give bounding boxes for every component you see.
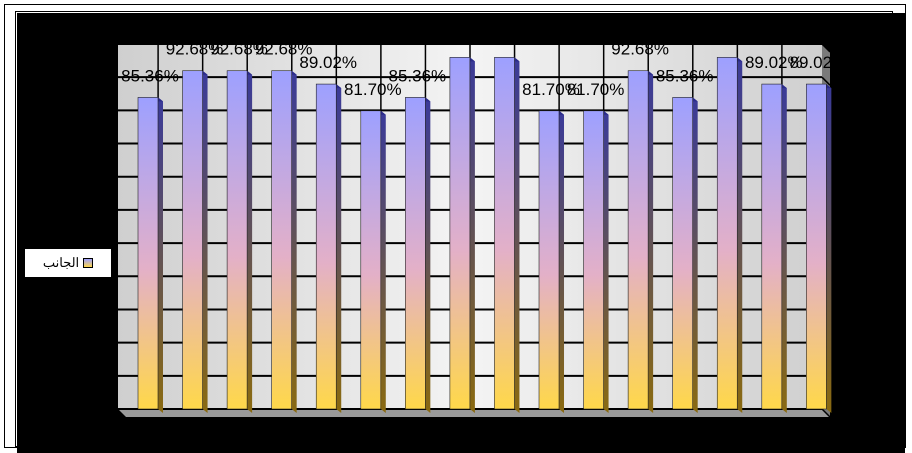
data-label: 81.70%	[522, 80, 580, 99]
bar-side	[559, 110, 565, 414]
bar	[315, 83, 337, 410]
bar	[761, 83, 783, 410]
data-label: 92.68%	[166, 40, 224, 59]
data-label: 89.02%	[745, 53, 803, 72]
bar	[716, 57, 738, 410]
bar	[583, 110, 604, 410]
bar	[449, 57, 471, 410]
data-label: 96.34%	[433, 26, 491, 45]
bar	[360, 110, 382, 410]
bar-side	[514, 57, 520, 413]
bar	[538, 110, 560, 410]
bar-side	[380, 110, 386, 414]
bar	[182, 70, 203, 410]
bar-side	[737, 57, 743, 413]
data-label: 81.70%	[344, 80, 402, 99]
bar-side	[469, 57, 475, 413]
legend-swatch	[83, 258, 94, 268]
bar	[627, 70, 649, 410]
gridline-side	[821, 408, 831, 418]
data-label: 85.36%	[656, 66, 714, 85]
bar-side	[202, 70, 208, 413]
data-label: 89.02%	[299, 53, 357, 72]
legend-label: الجانب	[42, 255, 80, 270]
data-label: 81.70%	[567, 80, 625, 99]
bar-side	[781, 84, 787, 414]
data-label: 85.36%	[121, 66, 179, 85]
data-label: 89.02%	[790, 53, 848, 72]
data-label: 92.68%	[255, 40, 313, 59]
bar	[226, 70, 248, 410]
bar-side	[648, 70, 654, 413]
bar-side	[158, 97, 163, 413]
bar	[494, 57, 515, 410]
legend: الجانب	[24, 248, 112, 278]
gridline-side	[821, 43, 831, 53]
bar-side	[826, 84, 832, 414]
data-label: 92.68%	[210, 40, 268, 59]
data-label: 96.34%	[700, 26, 758, 45]
gridline-side	[821, 76, 831, 86]
data-label: 92.68%	[611, 40, 669, 59]
bar-side	[603, 110, 609, 414]
bar-side	[425, 97, 431, 413]
bar	[806, 83, 827, 410]
bar	[137, 97, 159, 410]
bar-side	[291, 70, 297, 413]
bar	[271, 70, 292, 410]
bar-side	[247, 70, 253, 413]
bar-side	[692, 97, 698, 413]
bar-side	[336, 84, 342, 414]
bar	[405, 97, 426, 410]
bar	[672, 97, 693, 410]
data-label: 96.34%	[478, 26, 536, 45]
data-label: 85.36%	[389, 66, 447, 85]
